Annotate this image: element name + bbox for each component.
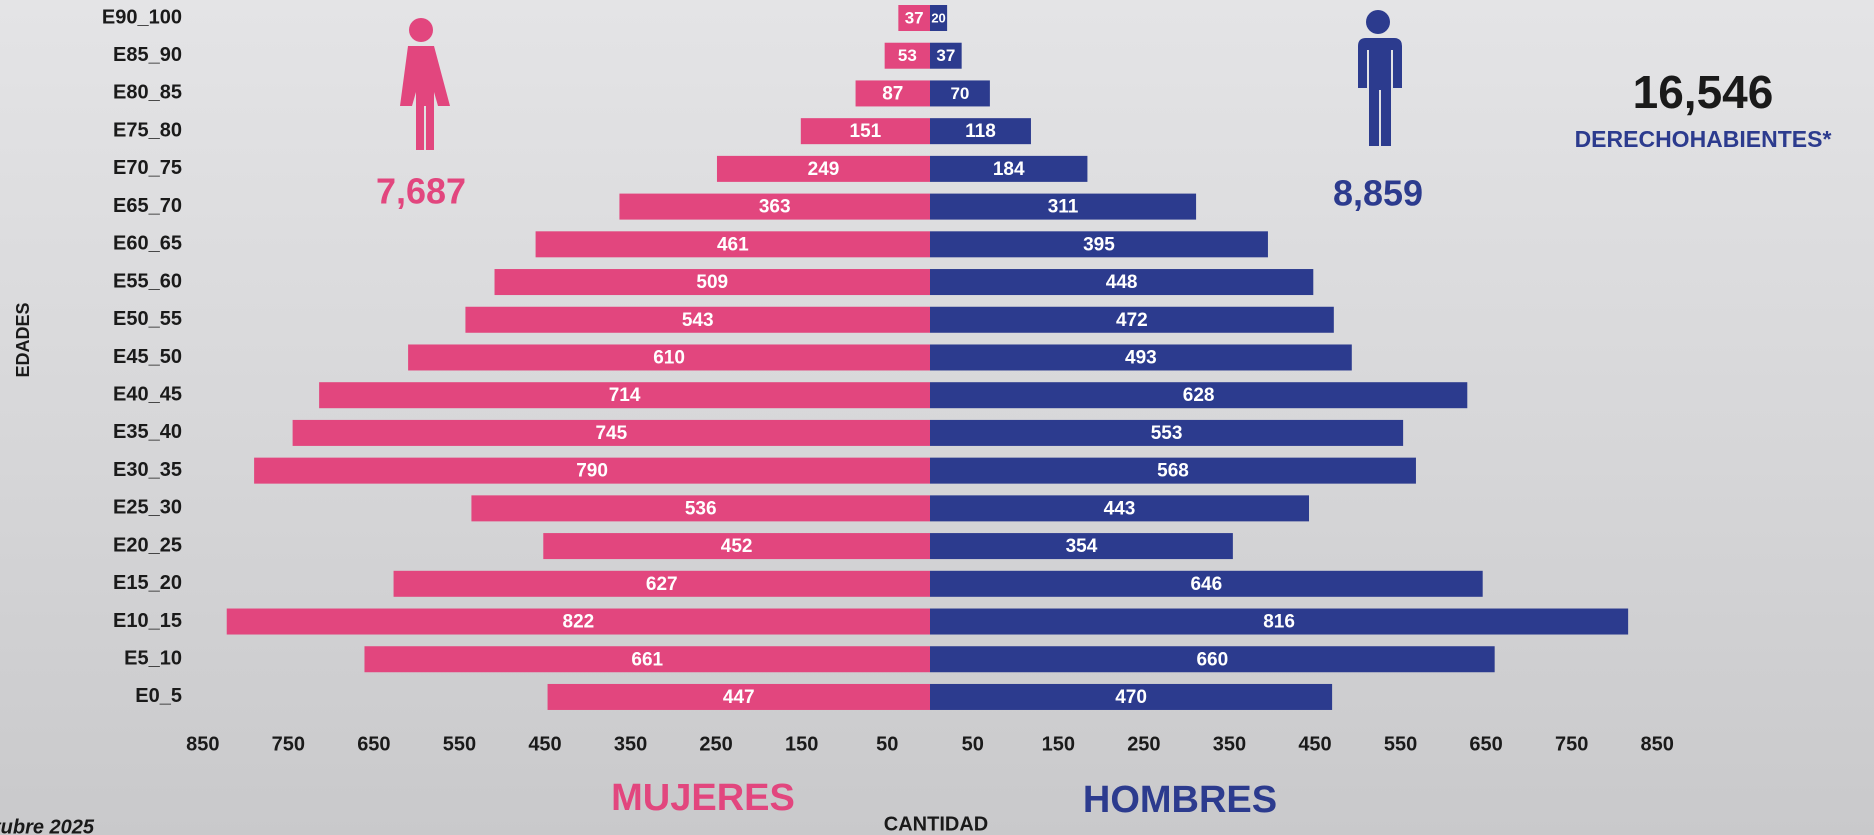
- value-label: 714: [609, 385, 641, 406]
- chart: 7,687 8,859 16,546 DERECHOHABIENTES* EDA…: [0, 0, 1874, 835]
- y-tick-label: E85_90: [113, 44, 182, 66]
- woman-icon: [400, 18, 450, 150]
- male-total: 8,859: [1333, 173, 1423, 214]
- female-total: 7,687: [376, 171, 466, 212]
- value-label: 472: [1116, 310, 1148, 331]
- y-tick-label: E70_75: [113, 157, 182, 179]
- value-label: 822: [563, 612, 595, 633]
- y-tick-label: E45_50: [113, 346, 182, 368]
- value-label: 37: [936, 46, 955, 65]
- value-label: 20: [931, 10, 945, 25]
- y-tick-label: E90_100: [102, 6, 182, 28]
- x-tick-label: 850: [1641, 733, 1674, 755]
- value-label: 311: [1048, 197, 1079, 218]
- legend-female: MUJERES: [611, 777, 795, 819]
- man-icon: [1358, 10, 1402, 146]
- legend-male: HOMBRES: [1083, 779, 1277, 821]
- x-tick-label: 50: [876, 733, 898, 755]
- value-label: 447: [723, 687, 755, 708]
- x-tick-label: 550: [1384, 733, 1417, 755]
- value-label: 461: [717, 234, 749, 255]
- value-label: 610: [653, 347, 685, 368]
- value-label: 470: [1115, 687, 1147, 708]
- y-tick-label: E55_60: [113, 270, 182, 292]
- y-tick-label: E25_30: [113, 497, 182, 519]
- value-label: 118: [965, 121, 996, 142]
- y-tick-label: E30_35: [113, 459, 182, 481]
- x-tick-label: 550: [443, 733, 476, 755]
- value-label: 816: [1263, 612, 1295, 633]
- value-label: 184: [993, 159, 1025, 180]
- x-tick-label: 150: [785, 733, 818, 755]
- x-tick-label: 250: [699, 733, 732, 755]
- value-label: 249: [808, 159, 840, 180]
- value-label: 443: [1104, 498, 1136, 519]
- value-label: 151: [850, 121, 882, 142]
- value-label: 452: [721, 536, 753, 557]
- x-axis-label: CANTIDAD: [884, 813, 988, 835]
- y-tick-label: E0_5: [135, 685, 182, 707]
- value-label: 53: [898, 46, 917, 65]
- y-axis-label: EDADES: [13, 302, 33, 377]
- x-tick-label: 50: [962, 733, 984, 755]
- value-label: 87: [882, 83, 903, 104]
- value-label: 493: [1125, 347, 1157, 368]
- y-tick-label: E10_15: [113, 610, 182, 632]
- value-label: 509: [696, 272, 728, 293]
- y-tick-label: E20_25: [113, 534, 182, 556]
- x-tick-label: 450: [528, 733, 561, 755]
- y-tick-label: E5_10: [124, 648, 182, 670]
- y-tick-label: E65_70: [113, 195, 182, 217]
- grand-total: 16,546: [1633, 66, 1774, 118]
- x-tick-label: 350: [1213, 733, 1246, 755]
- grand-total-label: DERECHOHABIENTES*: [1575, 126, 1832, 152]
- x-tick-label: 850: [186, 733, 219, 755]
- x-tick-label: 150: [1042, 733, 1075, 755]
- value-label: 627: [646, 574, 678, 595]
- x-tick-label: 750: [272, 733, 305, 755]
- value-label: 568: [1157, 461, 1189, 482]
- value-label: 395: [1083, 234, 1115, 255]
- value-label: 745: [595, 423, 627, 444]
- value-label: 70: [950, 84, 969, 103]
- x-tick-label: 450: [1298, 733, 1331, 755]
- value-label: 790: [576, 461, 608, 482]
- x-tick-label: 250: [1127, 733, 1160, 755]
- y-tick-label: E50_55: [113, 308, 182, 330]
- y-tick-label: E35_40: [113, 421, 182, 443]
- value-label: 543: [682, 310, 714, 331]
- x-tick-label: 750: [1555, 733, 1588, 755]
- value-label: 553: [1151, 423, 1183, 444]
- y-tick-label: E15_20: [113, 572, 182, 594]
- y-tick-label: E75_80: [113, 119, 182, 141]
- x-tick-label: 650: [1469, 733, 1502, 755]
- value-label: 354: [1066, 536, 1098, 557]
- value-label: 363: [759, 197, 791, 218]
- x-tick-label: 350: [614, 733, 647, 755]
- y-tick-label: E40_45: [113, 383, 182, 405]
- y-tick-label: E80_85: [113, 82, 182, 104]
- value-label: 646: [1190, 574, 1222, 595]
- y-tick-label: E60_65: [113, 233, 182, 255]
- value-label: 628: [1183, 385, 1215, 406]
- value-label: 660: [1196, 649, 1228, 670]
- value-label: 661: [631, 649, 663, 670]
- value-label: 536: [685, 498, 717, 519]
- x-tick-label: 650: [357, 733, 390, 755]
- value-label: 448: [1106, 272, 1138, 293]
- value-label: 37: [905, 8, 924, 27]
- footnote: tubre 2025: [0, 816, 95, 835]
